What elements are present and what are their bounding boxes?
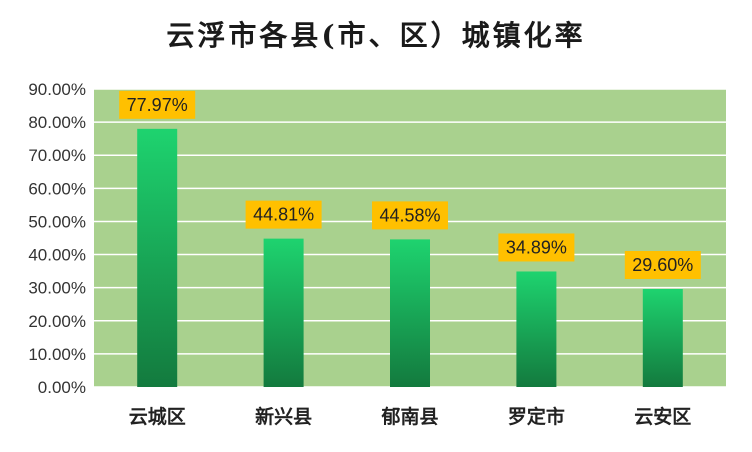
category-label: 罗定市 bbox=[508, 405, 565, 428]
bar bbox=[263, 238, 304, 387]
category-label: 云城区 bbox=[129, 405, 186, 428]
data-labels: 77.97% 44.81% 44.58% 34.89% 29.60% bbox=[119, 90, 701, 279]
y-tick-label: 50.00% bbox=[28, 212, 86, 231]
bar bbox=[516, 271, 557, 387]
x-axis-category-labels: 云城区 新兴县 郁南县 罗定市 云安区 bbox=[129, 405, 692, 428]
category-label: 新兴县 bbox=[255, 405, 312, 428]
category-label: 郁南县 bbox=[380, 405, 438, 428]
y-tick-label: 40.00% bbox=[28, 246, 86, 265]
data-label-box bbox=[245, 200, 322, 229]
data-label-text: 44.58% bbox=[379, 205, 440, 225]
data-label-box bbox=[498, 233, 575, 262]
bar bbox=[137, 128, 178, 387]
data-label-text: 34.89% bbox=[506, 237, 567, 257]
data-label: 44.81% bbox=[245, 200, 322, 229]
data-label-box bbox=[372, 201, 448, 230]
data-label-box bbox=[119, 90, 196, 119]
y-tick-label: 10.00% bbox=[28, 345, 86, 364]
data-label: 29.60% bbox=[624, 250, 701, 279]
y-tick-label: 60.00% bbox=[28, 179, 86, 198]
data-label: 77.97% bbox=[119, 90, 196, 119]
data-label-text: 29.60% bbox=[632, 255, 693, 275]
bar bbox=[642, 288, 683, 387]
category-label: 云安区 bbox=[634, 405, 691, 428]
y-tick-label: 0.00% bbox=[38, 378, 86, 397]
bars bbox=[137, 128, 683, 387]
y-tick-label: 30.00% bbox=[28, 279, 86, 298]
data-label-box bbox=[624, 250, 701, 279]
data-label-text: 77.97% bbox=[127, 95, 188, 115]
y-tick-label: 20.00% bbox=[28, 312, 86, 331]
chart-title: 云浮市各县(市、区）城镇化率 bbox=[166, 19, 586, 52]
y-tick-label: 80.00% bbox=[28, 113, 86, 132]
y-tick-label: 70.00% bbox=[28, 146, 86, 165]
bar bbox=[390, 239, 430, 387]
data-label: 44.58% bbox=[372, 201, 448, 230]
data-label: 34.89% bbox=[498, 233, 575, 262]
y-tick-label: 90.00% bbox=[28, 80, 86, 99]
y-axis-tick-labels: 0.00% 10.00% 20.00% 30.00% 40.00% 50.00% 60.00… bbox=[28, 80, 86, 397]
data-label-text: 44.81% bbox=[253, 205, 314, 225]
